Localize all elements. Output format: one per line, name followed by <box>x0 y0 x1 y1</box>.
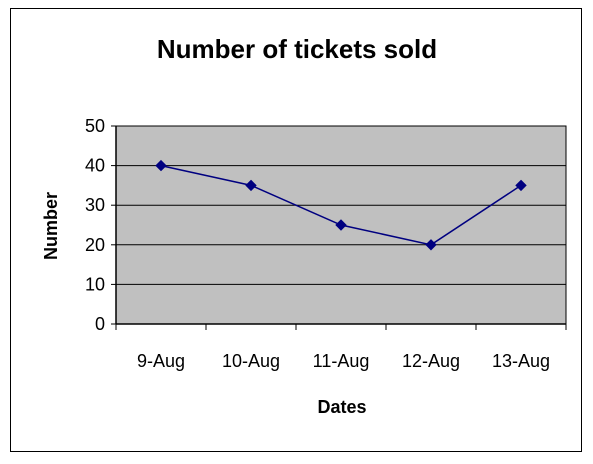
data-point <box>425 239 437 251</box>
y-tick-label: 20 <box>85 235 105 255</box>
x-tick-label: 13-Aug <box>492 351 550 371</box>
y-tick-label: 0 <box>95 314 105 334</box>
y-tick-label: 10 <box>85 274 105 294</box>
x-axis-label: Dates <box>317 397 366 417</box>
x-tick-label: 9-Aug <box>137 351 185 371</box>
chart-title: Number of tickets sold <box>157 34 437 64</box>
data-point <box>335 219 347 231</box>
data-point <box>245 179 257 192</box>
y-tick-label: 30 <box>85 195 105 215</box>
y-tick-label: 50 <box>85 116 105 136</box>
plot-area-group: 0 10 20 30 40 50 9-Aug 10-Aug 11-Aug 12-Aug 13-Aug <box>85 116 567 371</box>
y-axis-label: Number <box>41 192 61 260</box>
data-point <box>515 179 527 192</box>
x-tick-label: 12-Aug <box>402 351 460 371</box>
data-point <box>155 159 167 172</box>
x-tick-label: 11-Aug <box>313 351 370 371</box>
x-tick-label: 10-Aug <box>222 351 280 371</box>
y-tick-label: 40 <box>85 156 105 176</box>
